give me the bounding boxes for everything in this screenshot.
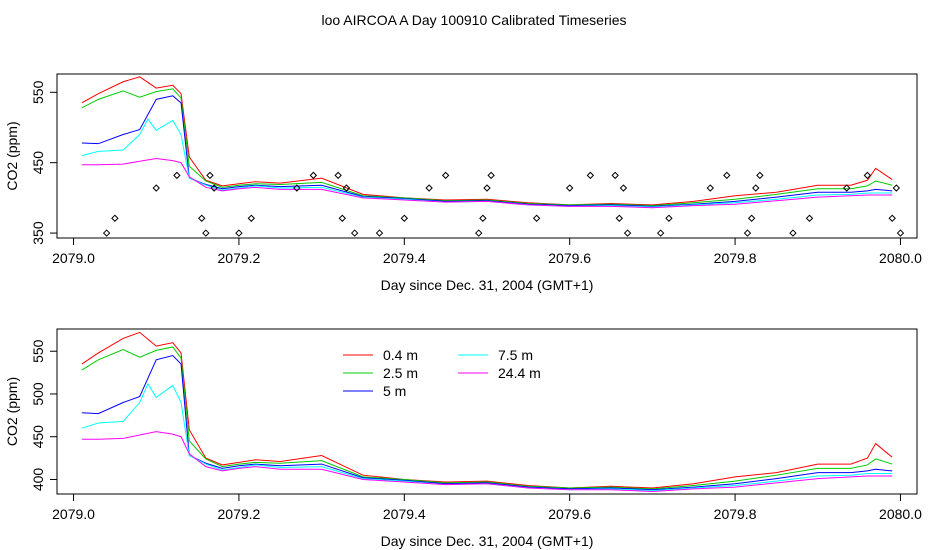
y-tick-label: 400 [30, 468, 46, 492]
data-point [483, 184, 491, 192]
data-point [752, 184, 760, 192]
data-point [206, 171, 214, 180]
data-point [334, 171, 342, 180]
x-tick-label: 2079.2 [218, 506, 261, 522]
y-axis-label: CO2 (ppm) [4, 121, 20, 190]
data-point [247, 214, 256, 222]
data-point [487, 171, 495, 180]
plot-frame [56, 328, 918, 495]
data-point [338, 214, 346, 222]
series-line-24-4-mm [81, 157, 893, 209]
series-line-5-mm [81, 95, 893, 207]
data-point [586, 171, 595, 180]
data-point [743, 229, 752, 237]
series-line-2-5-mm [81, 346, 893, 490]
data-point [706, 184, 714, 192]
data-point [198, 214, 206, 222]
legend-label: 7.5 m [498, 347, 533, 363]
series-line-5-mm [81, 354, 893, 491]
x-tick-label: 2079.8 [714, 506, 757, 522]
x-tick-label: 2079.6 [548, 506, 591, 522]
data-point [350, 229, 359, 237]
x-tick-label: 2080.0 [879, 506, 922, 522]
main-title: loo AIRCOA A Day 100910 Calibrated Times… [321, 12, 626, 28]
x-axis-label: Day since Dec. 31, 2004 (GMT+1) [381, 277, 594, 293]
top-panel: 2079.0 2079.2 2079.4 2079.6 2079.8 2080.0 350 4… [4, 73, 922, 293]
y-tick-label: 550 [30, 80, 46, 104]
y-axis-label: CO2 (ppm) [4, 377, 20, 446]
x-tick-label: 2079.0 [52, 506, 95, 522]
series-line-7-5-mm [81, 382, 893, 492]
bottom-panel: 2079.0 2079.2 2079.4 2079.6 2079.8 2080.0 400 4… [4, 328, 922, 549]
data-point [202, 229, 210, 237]
data-point [656, 229, 665, 237]
data-point [789, 229, 797, 237]
data-point [173, 171, 181, 180]
data-point [747, 214, 756, 222]
data-point [892, 184, 901, 192]
legend-label: 0.4 m [383, 347, 418, 363]
data-point [152, 184, 160, 192]
data-point [475, 229, 483, 237]
x-axis-label: Day since Dec. 31, 2004 (GMT+1) [381, 533, 594, 549]
data-point [532, 214, 541, 222]
data-point [235, 229, 243, 237]
data-point [210, 184, 218, 192]
data-point [441, 171, 450, 180]
data-point [843, 184, 851, 192]
x-tick-label: 2079.4 [383, 250, 426, 266]
data-point [293, 184, 301, 192]
y-tick-label: 450 [30, 151, 46, 175]
series-line-0-4-mm [81, 76, 893, 206]
data-point [342, 184, 351, 192]
data-point [805, 214, 814, 222]
x-tick-label: 2079.8 [714, 250, 757, 266]
data-point [619, 184, 628, 192]
data-point [888, 214, 896, 222]
data-point [565, 184, 574, 192]
y-tick-label: 500 [30, 382, 46, 406]
plot-frame [56, 73, 918, 239]
y-tick-label: 550 [30, 339, 46, 363]
data-point [111, 214, 119, 222]
legend-label: 24.4 m [498, 365, 541, 381]
data-point [611, 171, 619, 180]
data-point [400, 214, 409, 222]
x-tick-label: 2079.0 [52, 250, 95, 266]
x-tick-label: 2079.2 [218, 250, 261, 266]
x-tick-label: 2080.0 [879, 250, 922, 266]
data-point [723, 171, 731, 180]
series-line-7-5-mm [81, 118, 893, 208]
series-line-0-4-mm [81, 331, 893, 489]
data-point [665, 214, 673, 222]
data-point [756, 171, 764, 180]
data-point [425, 184, 433, 192]
data-point [896, 229, 905, 237]
data-point [623, 229, 632, 237]
data-point [615, 214, 624, 222]
legend-label: 5 m [383, 383, 406, 399]
data-point [479, 214, 487, 222]
y-tick-label: 450 [30, 425, 46, 449]
data-point [375, 229, 384, 237]
data-point [863, 171, 872, 180]
data-point [102, 229, 111, 237]
legend-label: 2.5 m [383, 365, 418, 381]
x-tick-label: 2079.4 [383, 506, 426, 522]
series-line-24-4-mm [81, 431, 893, 492]
y-tick-label: 350 [30, 221, 46, 245]
x-tick-label: 2079.6 [548, 250, 591, 266]
series-line-2-5-mm [81, 88, 893, 207]
data-point [309, 171, 318, 180]
